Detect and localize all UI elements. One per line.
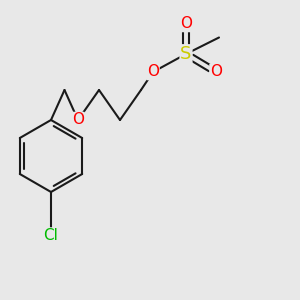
- Text: Cl: Cl: [44, 228, 59, 243]
- Text: O: O: [210, 64, 222, 80]
- Text: O: O: [147, 64, 159, 80]
- Text: O: O: [180, 16, 192, 32]
- Text: O: O: [72, 112, 84, 128]
- Text: S: S: [180, 45, 192, 63]
